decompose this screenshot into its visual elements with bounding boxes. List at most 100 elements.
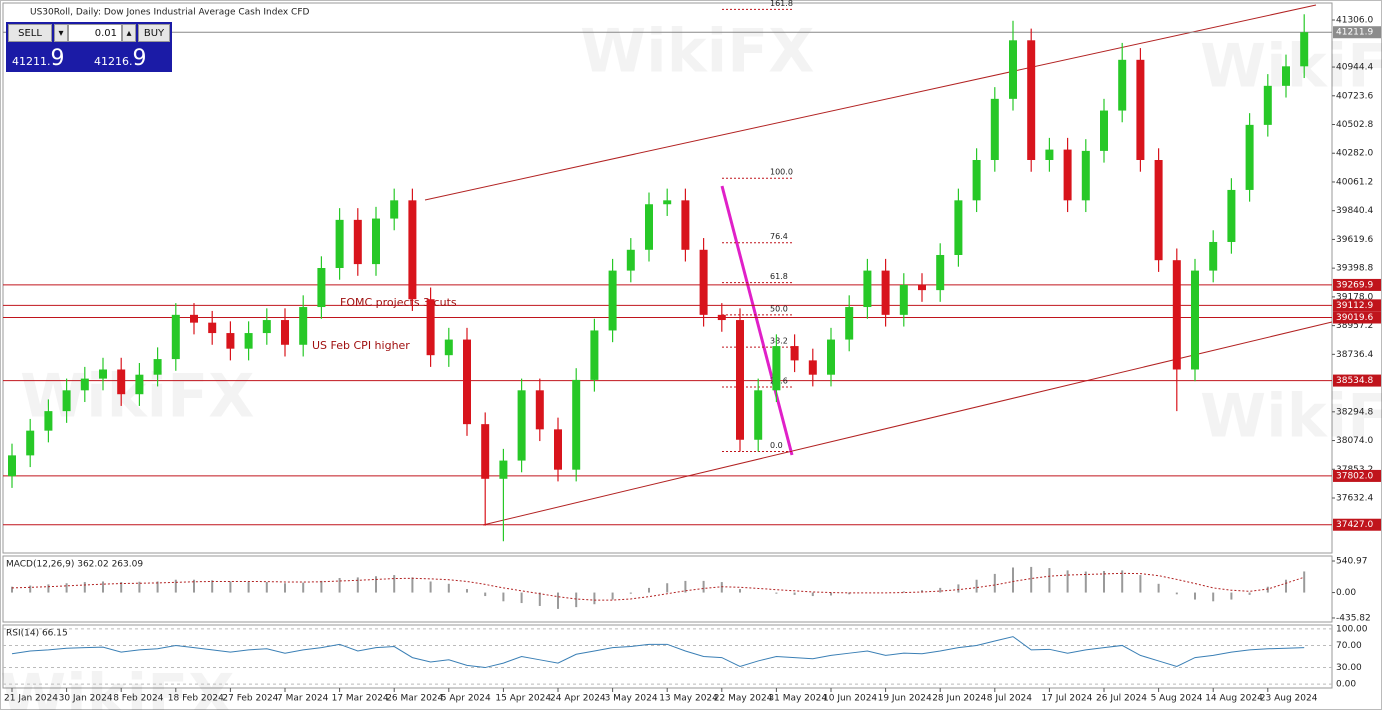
y-tick-label: 39840.4 (1336, 206, 1373, 216)
candle-body (881, 270, 890, 315)
sell-price-pip: 9 (50, 46, 65, 71)
watermark: WikiFX (1200, 32, 1382, 102)
level-label: 38534.8 (1336, 376, 1373, 386)
candle-body (754, 390, 763, 440)
candle-body (663, 200, 672, 205)
y-tick-label: 70.00 (1336, 641, 1362, 651)
y-tick-label: 40061.2 (1336, 177, 1373, 187)
y-tick-label: 40282.0 (1336, 149, 1373, 159)
fib-label: 76.4 (770, 232, 788, 241)
lot-down[interactable]: ▾ (54, 24, 68, 42)
y-tick-label: 40944.4 (1336, 63, 1373, 73)
x-tick-label: 31 May 2024 (768, 694, 827, 704)
candle-body (1172, 260, 1181, 370)
level-label: 39269.9 (1336, 280, 1373, 290)
y-tick-label: 0.00 (1336, 588, 1356, 598)
y-tick-label: 0.00 (1336, 680, 1356, 690)
x-tick-label: 30 Jan 2024 (59, 694, 113, 704)
candle-body (317, 268, 326, 308)
x-tick-label: 27 Feb 2024 (222, 694, 278, 704)
candle-body (681, 200, 690, 250)
candle-body (117, 369, 126, 395)
candle-body (863, 270, 872, 308)
candle-body (244, 333, 253, 349)
candle-body (153, 359, 162, 375)
candle-body (535, 390, 544, 430)
x-tick-label: 19 Jun 2024 (878, 694, 932, 704)
candle-body (1136, 59, 1145, 161)
candle-body (335, 219, 344, 269)
x-tick-label: 28 Jun 2024 (932, 694, 986, 704)
candle-body (1191, 270, 1199, 370)
x-tick-label: 18 Feb 2024 (168, 694, 224, 704)
x-tick-label: 8 Feb 2024 (113, 694, 164, 704)
candle-body (8, 455, 16, 477)
sell-price-main: 41211. (12, 55, 51, 68)
level-label: 37802.0 (1336, 471, 1373, 481)
current-price-box (1333, 26, 1381, 39)
candle-body (1081, 150, 1090, 201)
x-tick-label: 17 Mar 2024 (332, 694, 389, 704)
candle-body (80, 378, 89, 391)
candle-body (190, 314, 198, 323)
candle-body (1100, 110, 1108, 151)
x-tick-label: 5 Apr 2024 (441, 694, 491, 704)
y-tick-label: 540.97 (1336, 557, 1368, 567)
candle-body (1245, 124, 1254, 190)
candle-body (626, 249, 635, 271)
y-tick-label: 37632.4 (1336, 493, 1373, 503)
signal-line (11, 572, 1305, 601)
lot-up[interactable]: ▴ (122, 24, 136, 42)
sell-price: 41211.9 (12, 46, 65, 71)
candle-body (444, 339, 453, 356)
candle-body (590, 330, 599, 380)
y-tick-label: 38736.4 (1336, 350, 1373, 360)
candle-body (208, 322, 217, 334)
candle-body (554, 429, 562, 470)
fib-label: 50.0 (770, 304, 788, 313)
candle-body (1209, 241, 1218, 271)
level-label-box (1333, 469, 1381, 482)
x-tick-label: 3 May 2024 (605, 694, 658, 704)
candle-body (426, 299, 435, 356)
candle-body (226, 333, 235, 349)
y-tick-label: 38074.0 (1336, 436, 1373, 446)
candle-body (717, 314, 726, 321)
level-label-box (1333, 278, 1381, 291)
y-tick-label: 38957.2 (1336, 321, 1373, 331)
candle-body (572, 379, 581, 470)
sell-button[interactable]: SELL (8, 24, 52, 42)
y-tick-label: 38294.8 (1336, 407, 1373, 417)
lot-input[interactable]: 0.01 (68, 24, 122, 42)
x-tick-label: 24 Apr 2024 (550, 694, 606, 704)
macd-panel (2, 555, 1333, 623)
x-tick-label: 7 Mar 2024 (277, 694, 329, 704)
y-tick-label: 40502.8 (1336, 120, 1373, 130)
x-tick-label: 13 May 2024 (659, 694, 718, 704)
candle-body (645, 204, 653, 250)
candle-body (1154, 160, 1163, 261)
candle-body (372, 218, 380, 265)
y-tick-label: 37853.2 (1336, 465, 1373, 475)
candle-body (1300, 32, 1309, 67)
x-tick-label: 14 Aug 2024 (1205, 694, 1263, 704)
fib-swing (720, 185, 794, 456)
candle-body (1227, 189, 1236, 242)
trade-panel: SELL ▾ 0.01 ▴ BUY 41211.9 41216.9 (6, 22, 172, 72)
x-tick-label: 21 Jan 2024 (4, 694, 58, 704)
candle-body (827, 339, 835, 375)
panel-title: MACD(12,26,9) 362.02 263.09 (6, 560, 143, 570)
level-label-box (1333, 374, 1381, 387)
annotation: FOMC projects 3 cuts (340, 296, 457, 309)
candle-body (135, 374, 144, 395)
y-tick-label: 39178.0 (1336, 292, 1373, 302)
candle-body (499, 460, 508, 479)
rsi-line (11, 636, 1305, 669)
buy-button[interactable]: BUY (138, 24, 170, 42)
candle-body (954, 200, 963, 255)
candle-body (808, 360, 817, 375)
fib-label: 161.8 (770, 0, 793, 8)
level-label-box (1333, 518, 1381, 531)
candle-body (408, 200, 417, 300)
